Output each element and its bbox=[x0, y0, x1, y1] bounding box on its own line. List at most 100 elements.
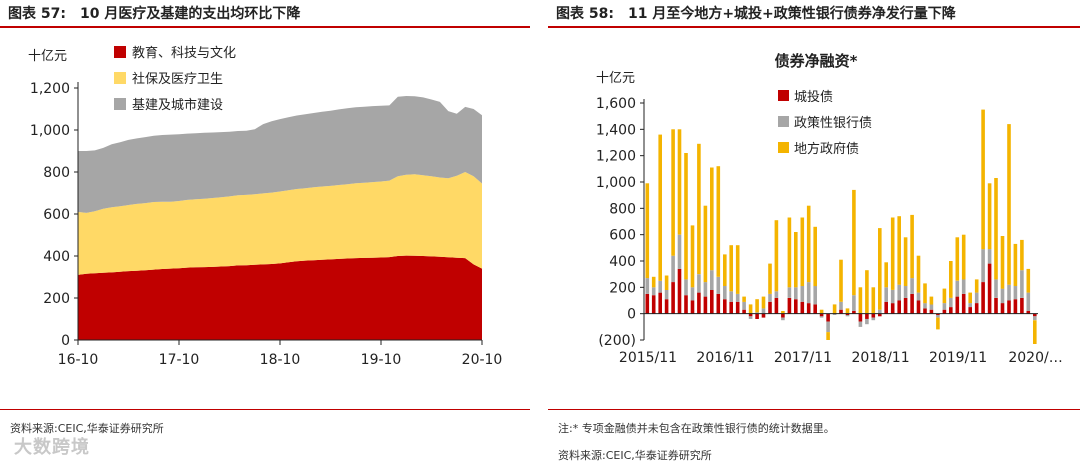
bar-segment bbox=[897, 300, 901, 314]
bar-segment bbox=[697, 274, 701, 293]
right-figure-number: 图表 58: bbox=[556, 6, 614, 22]
bar-segment bbox=[923, 308, 927, 314]
bar-segment bbox=[794, 232, 798, 288]
area-series-2 bbox=[78, 172, 482, 275]
bar-segment bbox=[987, 183, 992, 250]
bar-segment bbox=[794, 299, 798, 314]
left-figure-title: 10 月医疗及基建的支出均环比下降 bbox=[79, 6, 301, 22]
left-panel: 图表 57: 10 月医疗及基建的支出均环比下降 十亿元 0 200 400 600 80… bbox=[0, 0, 530, 469]
bar-segment bbox=[865, 318, 869, 325]
bar-segment bbox=[742, 301, 746, 310]
bar-segment bbox=[813, 304, 817, 314]
bar-segment bbox=[671, 282, 675, 314]
bar-segment bbox=[884, 262, 888, 288]
bar-segment bbox=[987, 263, 992, 314]
bar-segment bbox=[761, 296, 766, 309]
bar-segment bbox=[890, 303, 895, 314]
bar-segment bbox=[755, 312, 759, 314]
left-footer-rule bbox=[0, 409, 530, 410]
bar-segment bbox=[761, 308, 766, 314]
bar-segment bbox=[787, 297, 792, 314]
bar-segment bbox=[884, 301, 888, 314]
bar-segment bbox=[1013, 299, 1018, 314]
left-y-tick-label: 0 bbox=[61, 333, 70, 349]
right-legend-swatch bbox=[778, 116, 789, 127]
right-y-tick-label: 1,400 bbox=[596, 122, 636, 138]
bar-segment bbox=[716, 293, 721, 314]
bar-segment bbox=[1033, 313, 1037, 317]
bar-segment bbox=[1020, 270, 1024, 298]
bar-segment bbox=[787, 287, 792, 298]
bar-segment bbox=[897, 216, 901, 285]
bar-segment bbox=[974, 292, 979, 304]
bar-segment bbox=[716, 276, 721, 294]
left-header: 图表 57: 10 月医疗及基建的支出均环比下降 bbox=[0, 0, 530, 26]
bar-segment bbox=[1020, 239, 1024, 271]
right-x-tick-label: 2018/11 bbox=[851, 350, 909, 366]
bar-segment bbox=[723, 254, 727, 286]
bar-segment bbox=[690, 300, 695, 314]
bar-segment bbox=[994, 279, 998, 298]
bar-segment bbox=[878, 309, 882, 314]
bar-segment bbox=[806, 282, 811, 304]
bar-segment bbox=[897, 284, 901, 301]
bar-segment bbox=[968, 303, 972, 307]
bar-segment bbox=[826, 321, 830, 333]
bar-segment bbox=[865, 313, 869, 319]
bar-segment bbox=[929, 304, 934, 310]
bar-segment bbox=[852, 295, 856, 311]
right-x-tick-label: 2017/11 bbox=[774, 350, 832, 366]
bar-segment bbox=[742, 309, 746, 314]
bar-segment bbox=[955, 296, 960, 314]
bar-segment bbox=[761, 313, 766, 318]
left-area-chart: 十亿元 0 200 400 600 800 1,000 1,200 16-10 17-10 18-1… bbox=[28, 45, 502, 368]
bar-segment bbox=[664, 290, 669, 300]
bar-segment bbox=[974, 279, 979, 293]
right-bar-chart: 债券净融资* 十亿元 (200) 0 200 400 600 800 1,000 1,200 1,4… bbox=[596, 52, 1063, 366]
left-figure-number: 图表 57: bbox=[8, 6, 66, 22]
bar-segment bbox=[858, 287, 863, 314]
bar-segment bbox=[658, 280, 662, 293]
bar-segment bbox=[858, 313, 863, 322]
right-x-tick-label: 2019/11 bbox=[929, 350, 987, 366]
left-y-unit-label: 十亿元 bbox=[28, 49, 67, 64]
right-y-tick-label: 400 bbox=[609, 254, 636, 270]
left-legend-label: 社保及医疗卫生 bbox=[132, 71, 223, 87]
bar-segment bbox=[690, 287, 695, 301]
bar-segment bbox=[768, 293, 772, 302]
bar-segment bbox=[774, 291, 779, 298]
right-y-tick-label: 1,600 bbox=[596, 96, 636, 112]
bar-segment bbox=[651, 295, 656, 314]
bar-segment bbox=[781, 311, 785, 314]
bar-segment bbox=[839, 309, 843, 314]
right-y-tick-label: 200 bbox=[609, 280, 636, 296]
bar-segment bbox=[748, 304, 753, 314]
bar-segment bbox=[671, 129, 675, 256]
bar-segment bbox=[710, 290, 714, 314]
bar-segment bbox=[755, 299, 759, 313]
bar-segment bbox=[710, 167, 714, 271]
bar-segment bbox=[748, 316, 753, 319]
bar-segment bbox=[871, 317, 876, 321]
right-x-tick-label: 2015/11 bbox=[619, 350, 677, 366]
bar-segment bbox=[858, 321, 863, 327]
bar-segment bbox=[1000, 303, 1005, 314]
left-y-tick-label: 1,200 bbox=[30, 81, 70, 97]
right-legend-label: 政策性银行债 bbox=[794, 115, 872, 131]
bar-segment bbox=[955, 280, 960, 297]
bar-segment bbox=[936, 317, 940, 330]
bar-segment bbox=[729, 245, 733, 292]
bar-segment bbox=[936, 315, 940, 318]
bar-segment bbox=[1033, 316, 1037, 321]
right-legend-label: 城投债 bbox=[794, 89, 833, 105]
bar-segment bbox=[735, 293, 740, 302]
right-y-tick-label: 800 bbox=[609, 201, 636, 217]
bar-segment bbox=[910, 293, 914, 314]
bar-segment bbox=[710, 270, 714, 290]
right-y-tick-label: 1,200 bbox=[596, 149, 636, 165]
bar-segment bbox=[684, 279, 688, 296]
bar-segment bbox=[806, 303, 811, 314]
bar-segment bbox=[910, 278, 914, 294]
bar-segment bbox=[961, 279, 966, 294]
bar-segment bbox=[1007, 284, 1011, 301]
